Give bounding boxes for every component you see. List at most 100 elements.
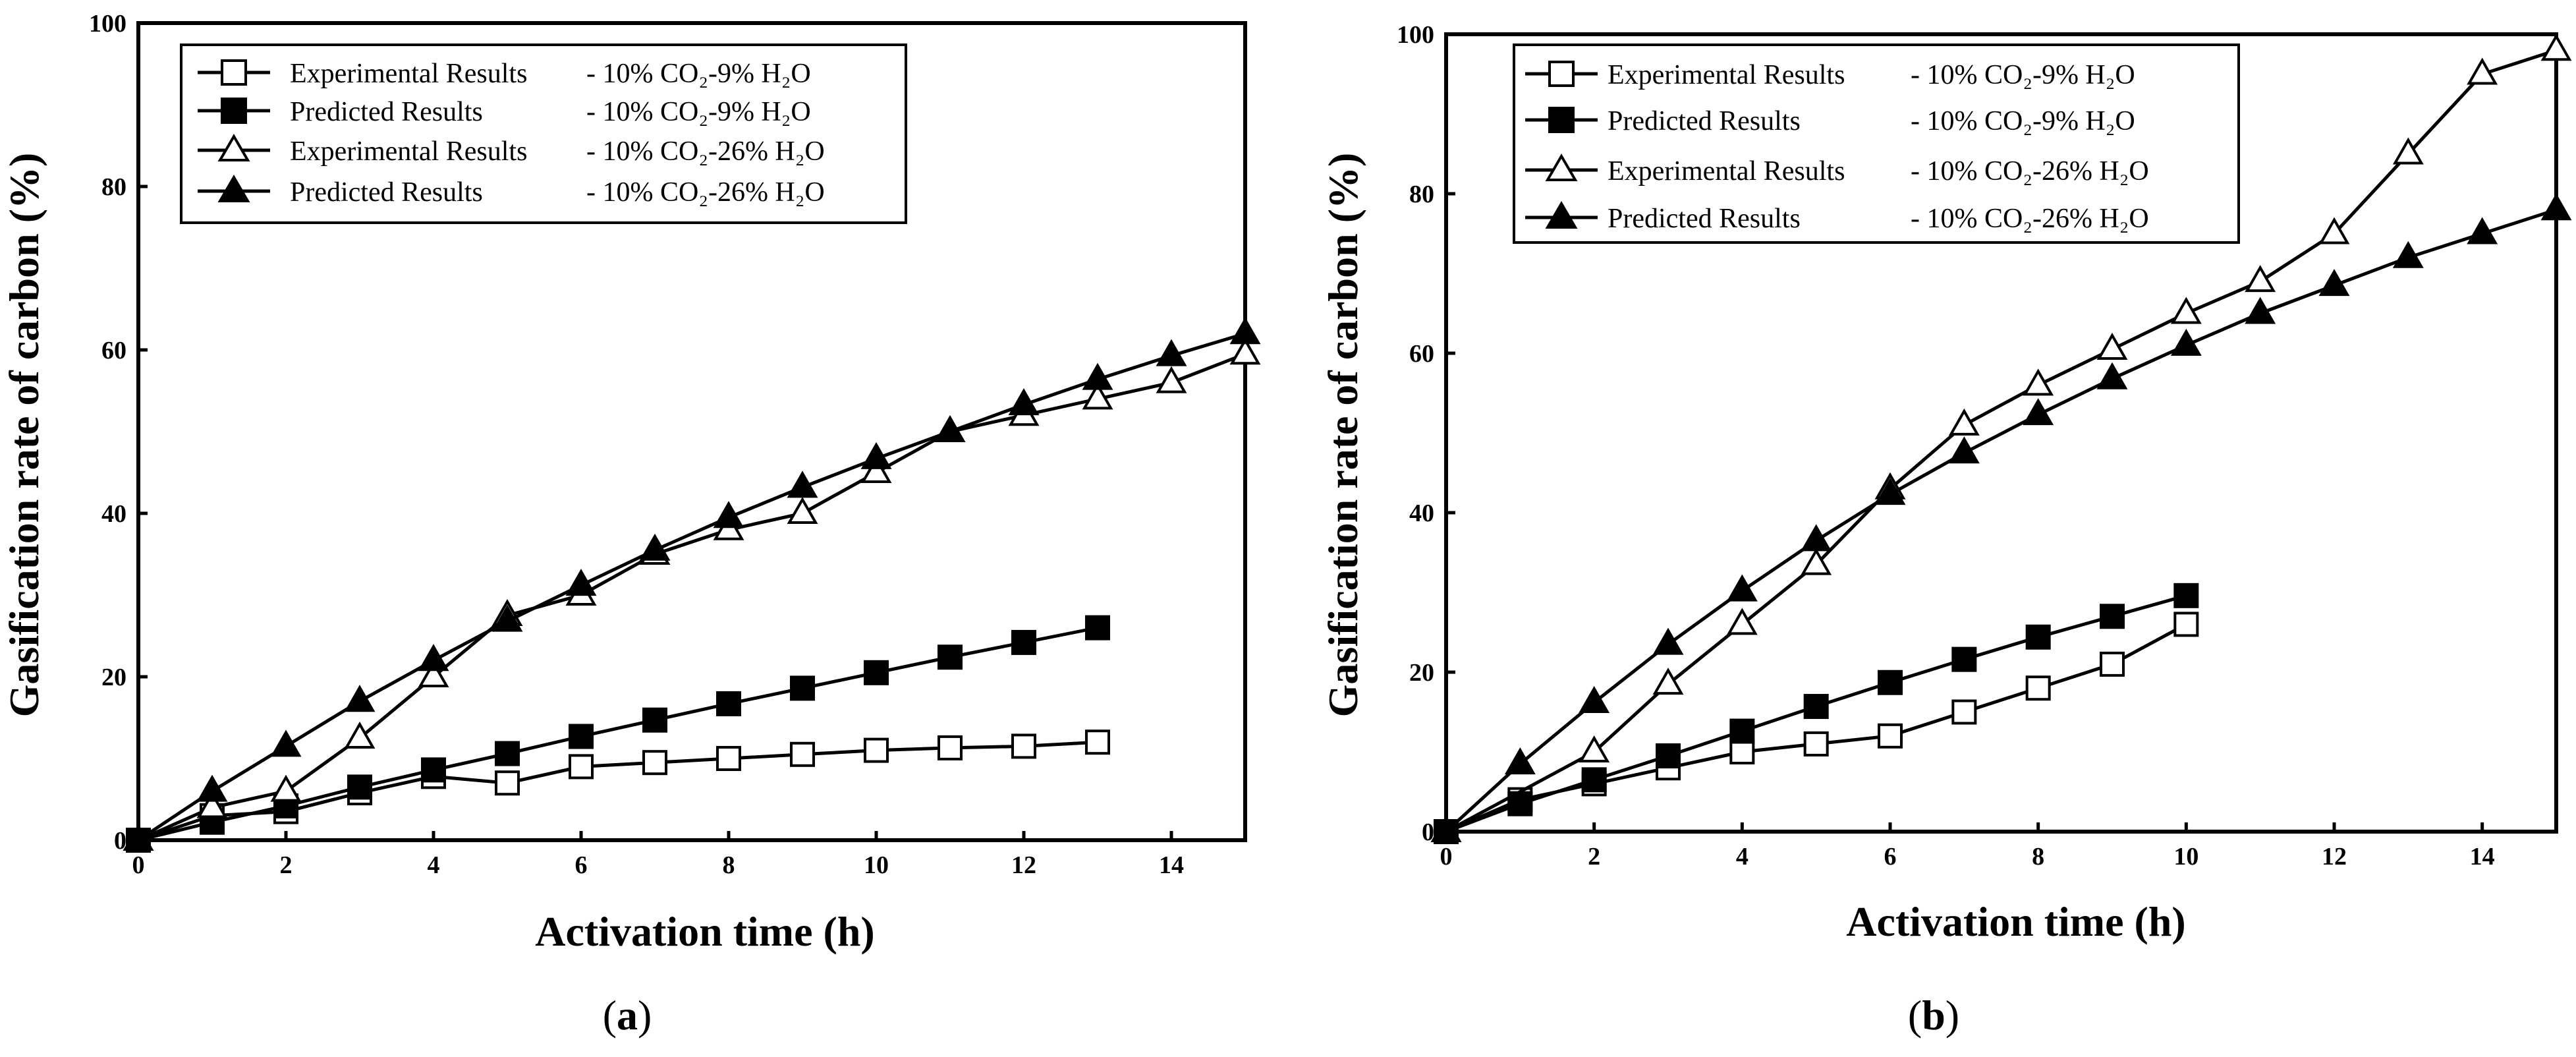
panel-a-series-2-point: [1011, 629, 1036, 655]
panel-a-series-2-point: [421, 757, 446, 783]
panel-a-plot-frame: [136, 21, 1247, 842]
panel-a-legend-series-4-condition: - 10% CO₂-26% H₂O: [586, 177, 825, 208]
panel-b-x-tick-label: 2: [1588, 843, 1600, 871]
panel-b-series-1-point: [1951, 699, 1977, 725]
panel-b-series-2-point: [1729, 718, 1755, 744]
panel-a-y-tick-label: 80: [101, 173, 126, 201]
panel-a-legend-item-predicted-9: Predicted Results - 10% CO₂-9% H₂O: [198, 97, 811, 127]
panel-a-series-2-point: [938, 644, 963, 670]
panel-b-series-4-point: [1504, 747, 1536, 775]
panel-b-plot-marks: 0 2 4 6 8 10 12 14 0 20 40 60 80 100: [1397, 21, 2572, 871]
panel-b-series-3-point: [2170, 297, 2202, 324]
panel-a-legend-box: [180, 43, 907, 224]
panel-a-legend-series-3-name: Experimental Results: [290, 136, 527, 167]
panel-a-legend-marker-square-filled: [221, 98, 247, 124]
panel-a-y-tick-label: 20: [101, 664, 126, 691]
panel-b-legend-marker-triangle-open: [1545, 154, 1578, 181]
panel-b-legend-item-experimental-9: Experimental Results - 10% CO₂-9% H₂O: [1525, 60, 2135, 90]
panel-a-series-3-point: [1082, 382, 1113, 410]
panel-a-series-3-point: [1229, 337, 1261, 365]
panel-b-series-4-line: [1445, 208, 2557, 833]
panel-b-series-3-point: [2540, 34, 2572, 61]
panel-b-x-tick-label: 6: [1884, 843, 1897, 871]
panel-b-x-tick-label: 10: [2173, 843, 2198, 871]
panel-a-series-2-point: [569, 724, 594, 749]
panel-b-y-tick-label: 80: [1409, 181, 1434, 208]
panel-b-series-2-point: [1878, 670, 1903, 695]
panel-b-legend-series-4-name: Predicted Results: [1608, 204, 1801, 234]
panel-a-series-4-line: [137, 331, 1246, 842]
panel-a-x-tick-label: 14: [1159, 851, 1184, 879]
panel-a-x-tick-label: 0: [132, 851, 145, 879]
panel-b-series-3-point: [2392, 137, 2424, 165]
panel-b-legend-series-1-condition: - 10% CO₂-9% H₂O: [1911, 60, 2135, 90]
panel-a-legend-series-3-condition: - 10% CO₂-26% H₂O: [586, 136, 825, 167]
panel-b-legend-item-experimental-26: Experimental Results - 10% CO₂-26% H₂O: [1525, 154, 2149, 186]
panel-b-series-4-point: [1579, 685, 1610, 713]
panel-a-series-2-point: [1085, 615, 1110, 641]
panel-a-legend-marker-triangle-open: [217, 134, 250, 161]
panel-a-y-tick-label: 0: [114, 827, 126, 855]
panel-a-series-1-point: [790, 741, 815, 767]
panel-b-plot-frame: [1444, 32, 2558, 834]
panel-b-legend-marker-square-open: [1548, 61, 1575, 87]
panel-b-series-4-point: [1652, 627, 1684, 655]
panel-a-series-1-point: [495, 770, 520, 796]
panel-b-series-4-point: [2245, 297, 2276, 324]
panel-b-series-4-point: [2023, 398, 2054, 426]
panel-b-series-1-point: [2173, 612, 2199, 637]
panel-a-series-4-point: [491, 604, 523, 632]
panel-b-x-tick-label: 8: [2032, 843, 2044, 871]
panel-b-y-tick-label: 100: [1397, 21, 1434, 49]
panel-b-series-4-point: [1801, 524, 1832, 552]
panel-a-series-3-point: [196, 791, 228, 818]
panel-a-x-axis-title: Activation time (h): [535, 908, 874, 955]
panel-b-series-4-point: [2318, 269, 2350, 297]
panel-b-series-2-point: [1581, 767, 1607, 793]
panel-b-series-4-point: [1430, 814, 1462, 842]
panel-b-y-tick-label: 40: [1409, 500, 1434, 527]
panel-b-series-4-point: [2096, 362, 2128, 389]
panel-b-legend-series-3-condition: - 10% CO₂-26% H₂O: [1911, 156, 2149, 186]
panel-a-series-3-point: [270, 774, 302, 802]
panel-b-legend-series-2-condition: - 10% CO₂-9% H₂O: [1911, 106, 2135, 136]
panel-b-series-4-point: [1726, 574, 1758, 602]
panel-a-y-tick-label: 40: [101, 500, 126, 528]
panel-a-series-4-point: [639, 533, 671, 561]
panel-b-label-letter: b: [1922, 992, 1946, 1039]
panel-b-series-4-point: [2540, 193, 2572, 221]
panel-b-label: (b): [1908, 992, 1959, 1039]
panel-b-series-3-point: [2096, 332, 2128, 360]
panel-a-series-1-point: [642, 750, 667, 776]
panel-a-legend-series-4-name: Predicted Results: [290, 177, 483, 208]
panel-a-series-2-point: [864, 660, 889, 685]
panel-a-series-3-point: [1156, 366, 1187, 393]
panel-b-legend-marker-triangle-filled: [1545, 201, 1578, 229]
panel-b-series-3-point: [1652, 668, 1684, 695]
panel-a-series-4-point: [418, 644, 449, 671]
panel-b-legend-box: [1513, 43, 2240, 244]
panel-a-series-4-point: [787, 471, 818, 498]
panel-a-series-4-point: [196, 774, 228, 802]
panel-b-series-3-point: [2023, 368, 2054, 396]
panel-a-series-2-point: [642, 707, 667, 733]
panel-a-y-tick-label: 100: [89, 10, 126, 38]
panel-b-legend-item-predicted-9: Predicted Results - 10% CO₂-9% H₂O: [1525, 106, 2135, 136]
panel-b: 0 2 4 6 8 10 12 14 0 20 40 60 80 100 Activation time …: [1320, 21, 2572, 1039]
panel-b-x-tick-label: 12: [2322, 843, 2347, 871]
panel-b-legend-item-predicted-26: Predicted Results - 10% CO₂-26% H₂O: [1525, 201, 2149, 234]
panel-a-legend-series-1-condition: - 10% CO₂-9% H₂O: [586, 59, 811, 89]
panel-b-series-2-point: [1803, 694, 1829, 720]
panel-a-x-tick-label: 12: [1011, 851, 1036, 879]
panel-a-series-2-point: [716, 691, 741, 716]
panel-b-series-4-point: [2467, 217, 2498, 244]
panel-a-series-4-point: [713, 501, 744, 528]
panel-b-y-axis-title: Gasification rate of carbon (%): [1320, 153, 1366, 718]
panel-a-x-tick-label: 2: [280, 851, 293, 879]
panel-a-y-tick-label: 60: [101, 337, 126, 364]
panel-a-series-1-point: [938, 735, 963, 760]
panel-b-series-4-point: [1948, 436, 1980, 464]
panel-a-x-tick-label: 6: [575, 851, 588, 879]
panel-a-legend-item-predicted-26: Predicted Results - 10% CO₂-26% H₂O: [198, 175, 825, 208]
